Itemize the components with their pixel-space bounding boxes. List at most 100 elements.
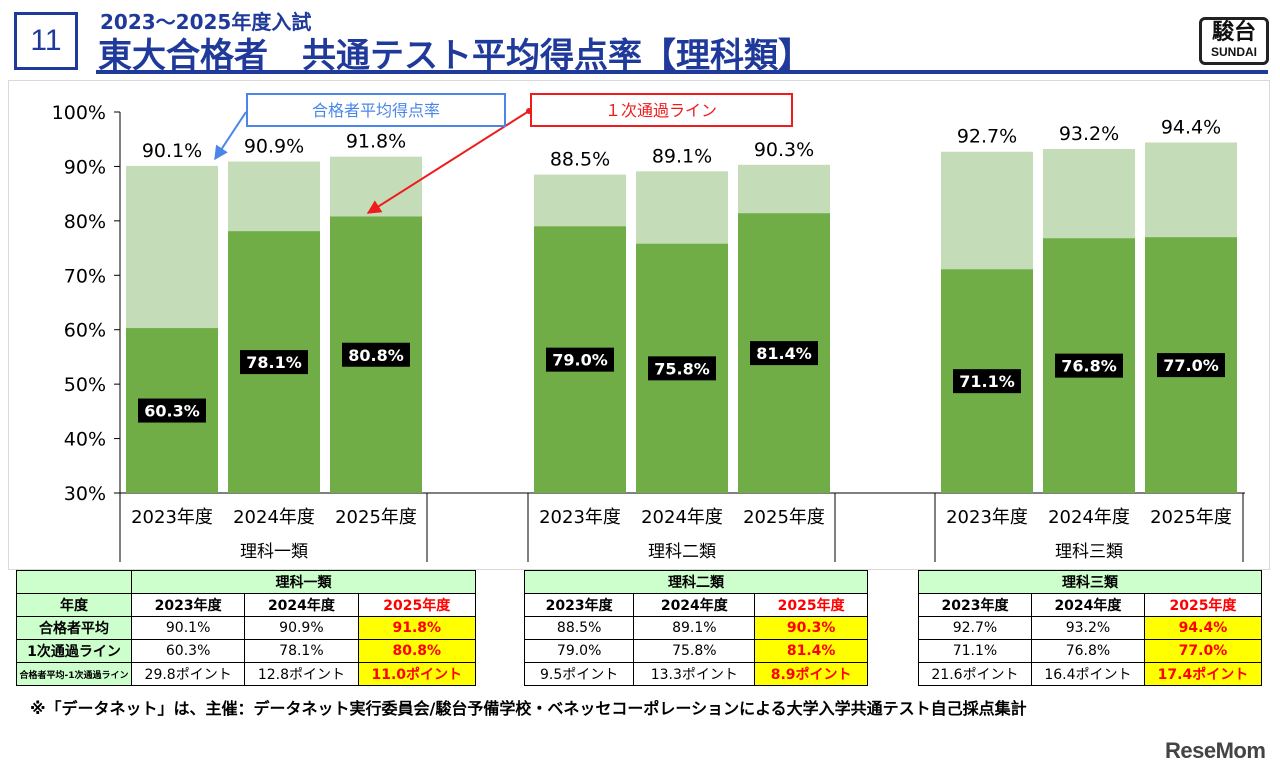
table-group-header: 理科二類 (524, 570, 868, 594)
x-category-label: 2023年度 (946, 507, 1028, 528)
table-year: 2023年度 (130, 593, 246, 617)
table-year: 2024年度 (1030, 593, 1145, 617)
cutoff-label-box (138, 398, 206, 423)
cutoff-value-label: 76.8% (1061, 357, 1117, 376)
sundai-logo: 駿台 SUNDAI (1199, 17, 1269, 65)
cutoff-label-box (750, 341, 818, 366)
cutoff-value-label: 60.3% (144, 402, 200, 421)
table-cell: 89.1% (633, 616, 756, 640)
table-cell: 78.1% (244, 639, 359, 663)
row-label-difference: 合格者平均-1次通過ライン (16, 662, 132, 686)
y-tick-label: 80% (64, 211, 106, 233)
average-value-label: 89.1% (652, 145, 712, 167)
table-year-highlight: 2025年度 (1143, 593, 1263, 617)
table-cell: 60.3% (130, 639, 246, 663)
row-label-average: 合格者平均 (16, 616, 132, 640)
average-value-label: 91.8% (346, 131, 406, 153)
footnote: ※「データネット」は、主催：データネット実行委員会/駿台予備学校・ベネッセコーポ… (30, 699, 1027, 718)
table-cell: 12.8ポイント (244, 662, 359, 686)
data-table-rika1: 理科一類 年度 2023年度 2024年度 2025年度 合格者平均 90.1%… (16, 570, 477, 686)
y-tick-label: 70% (64, 265, 106, 287)
chart-frame (8, 80, 1270, 570)
x-group-label: 理科一類 (240, 542, 308, 562)
cutoff-label-box (240, 350, 308, 375)
table-group-header: 理科一類 (131, 570, 476, 594)
average-value-label: 88.5% (550, 149, 610, 171)
cutoff-legend-box (530, 93, 793, 127)
y-tick-label: 60% (64, 320, 106, 342)
data-table-rika2: 理科二類 2023年度 2024年度 2025年度 88.5% 89.1% 90… (523, 570, 868, 686)
table-cell: 76.8% (1030, 639, 1145, 663)
table-cell: 21.6ポイント (918, 662, 1032, 686)
subtitle: 2023～2025年度入試 (100, 10, 312, 34)
watermark: ReseMom (1165, 738, 1266, 763)
slide-number: 11 (14, 12, 78, 70)
table-cell: 13.3ポイント (633, 662, 756, 686)
x-category-label: 2025年度 (335, 507, 417, 528)
table-year: 2023年度 (523, 593, 635, 617)
cutoff-value-label: 80.8% (348, 346, 404, 365)
page-title: 東大合格者 共通テスト平均得点率【理科類】 (98, 36, 812, 76)
cutoff-value-label: 75.8% (654, 359, 710, 378)
table-cell-highlight: 11.0ポイント (357, 662, 477, 686)
table-cell-highlight: 77.0% (1143, 639, 1263, 663)
x-group-label: 理科二類 (648, 542, 716, 562)
average-value-label: 90.9% (244, 136, 304, 158)
average-value-label: 90.1% (142, 140, 202, 162)
cutoff-value-label: 78.1% (246, 353, 302, 372)
x-category-label: 2024年度 (641, 507, 723, 528)
table-cell-highlight: 91.8% (357, 616, 477, 640)
y-tick-label: 90% (64, 156, 106, 178)
title-underline (96, 70, 1268, 74)
table-cell-highlight: 80.8% (357, 639, 477, 663)
bar-chart: 30% 40% 50% 60% 70% 80% 90% 100% 90.1% 60.3% 90.9… (52, 93, 1245, 562)
table-cell-highlight: 17.4ポイント (1143, 662, 1263, 686)
table-cell: 93.2% (1030, 616, 1145, 640)
x-category-label: 2024年度 (1048, 507, 1130, 528)
x-category-label: 2023年度 (539, 507, 621, 528)
data-table-rika3: 理科三類 2023年度 2024年度 2025年度 92.7% 93.2% 94… (918, 570, 1263, 686)
table-cell: 92.7% (918, 616, 1032, 640)
cutoff-label-box (546, 347, 614, 372)
y-tick-label: 30% (64, 483, 106, 505)
cutoff-value-label: 79.0% (552, 351, 608, 370)
cutoff-label-box (1157, 353, 1225, 378)
table-cell: 79.0% (523, 639, 635, 663)
table-cell: 16.4ポイント (1030, 662, 1145, 686)
table-year-highlight: 2025年度 (357, 593, 477, 617)
cutoff-label-box (1055, 353, 1123, 378)
table-cell: 9.5ポイント (523, 662, 635, 686)
y-tick-label: 40% (64, 429, 106, 451)
table-cell: 90.9% (244, 616, 359, 640)
cutoff-legend-arrow (366, 110, 530, 214)
average-legend-arrow (214, 111, 247, 161)
table-year: 2024年度 (633, 593, 756, 617)
y-tick-label: 50% (64, 374, 106, 396)
table-year: 2023年度 (918, 593, 1032, 617)
x-category-label: 2025年度 (1150, 507, 1232, 528)
table-cell-highlight: 8.9ポイント (754, 662, 868, 686)
table-group-header: 理科三類 (918, 570, 1262, 594)
average-legend-box (246, 93, 506, 127)
x-group-label: 理科三類 (1055, 542, 1123, 562)
cutoff-label-box (953, 369, 1021, 394)
table-cell: 90.1% (130, 616, 246, 640)
table-cell-highlight: 81.4% (754, 639, 868, 663)
table-cell: 71.1% (918, 639, 1032, 663)
average-value-label: 92.7% (957, 126, 1017, 148)
logo-kanji: 駿台 (1211, 20, 1256, 45)
cutoff-value-label: 71.1% (959, 372, 1015, 391)
x-category-label: 2024年度 (233, 507, 315, 528)
table-cell-highlight: 94.4% (1143, 616, 1263, 640)
cutoff-label-box (342, 342, 410, 367)
average-value-label: 90.3% (754, 139, 814, 161)
table-year: 2024年度 (244, 593, 359, 617)
cutoff-legend-label: １次通過ライン (605, 101, 717, 120)
table-cell-highlight: 90.3% (754, 616, 868, 640)
y-tick-label: 100% (52, 102, 106, 124)
table-cell: 88.5% (523, 616, 635, 640)
average-value-label: 94.4% (1161, 116, 1221, 138)
table-cell: 75.8% (633, 639, 756, 663)
average-legend-label: 合格者平均得点率 (312, 101, 440, 120)
cutoff-value-label: 81.4% (756, 344, 812, 363)
